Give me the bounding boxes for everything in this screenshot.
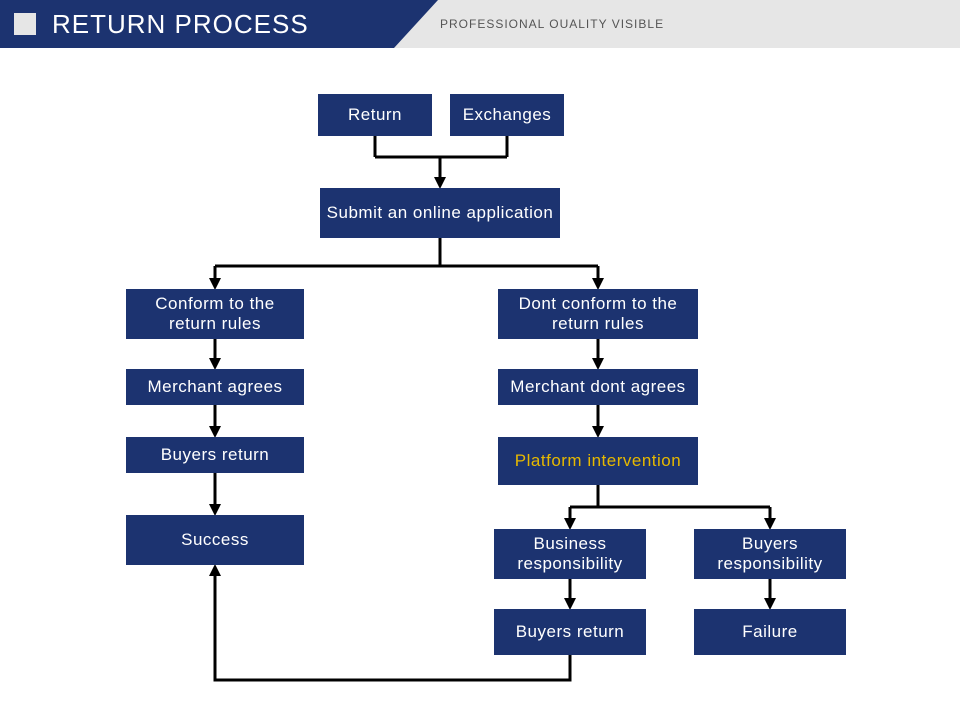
header-triangle <box>394 0 438 48</box>
header-square-icon <box>14 13 36 35</box>
node-exchanges: Exchanges <box>450 94 564 136</box>
node-platform: Platform intervention <box>498 437 698 485</box>
node-buyret2: Buyers return <box>494 609 646 655</box>
header-title: RETURN PROCESS <box>52 9 309 40</box>
node-return: Return <box>318 94 432 136</box>
node-submit: Submit an online application <box>320 188 560 238</box>
flowchart-canvas: Return Exchanges Submit an online applicat… <box>0 48 960 720</box>
node-mdont: Merchant dont agrees <box>498 369 698 405</box>
node-failure: Failure <box>694 609 846 655</box>
header-blue-section: RETURN PROCESS <box>0 0 394 48</box>
node-bizresp: Business responsibility <box>494 529 646 579</box>
node-success: Success <box>126 515 304 565</box>
header-grey-section: PROFESSIONAL OUALITY VISIBLE <box>394 0 960 48</box>
header-bar: PROFESSIONAL OUALITY VISIBLE RETURN PROC… <box>0 0 960 48</box>
node-magree: Merchant agrees <box>126 369 304 405</box>
node-buyresp: Buyers responsibility <box>694 529 846 579</box>
node-buyret1: Buyers return <box>126 437 304 473</box>
node-conform: Conform to the return rules <box>126 289 304 339</box>
node-dontconform: Dont conform to the return rules <box>498 289 698 339</box>
header-subtitle: PROFESSIONAL OUALITY VISIBLE <box>440 17 664 31</box>
